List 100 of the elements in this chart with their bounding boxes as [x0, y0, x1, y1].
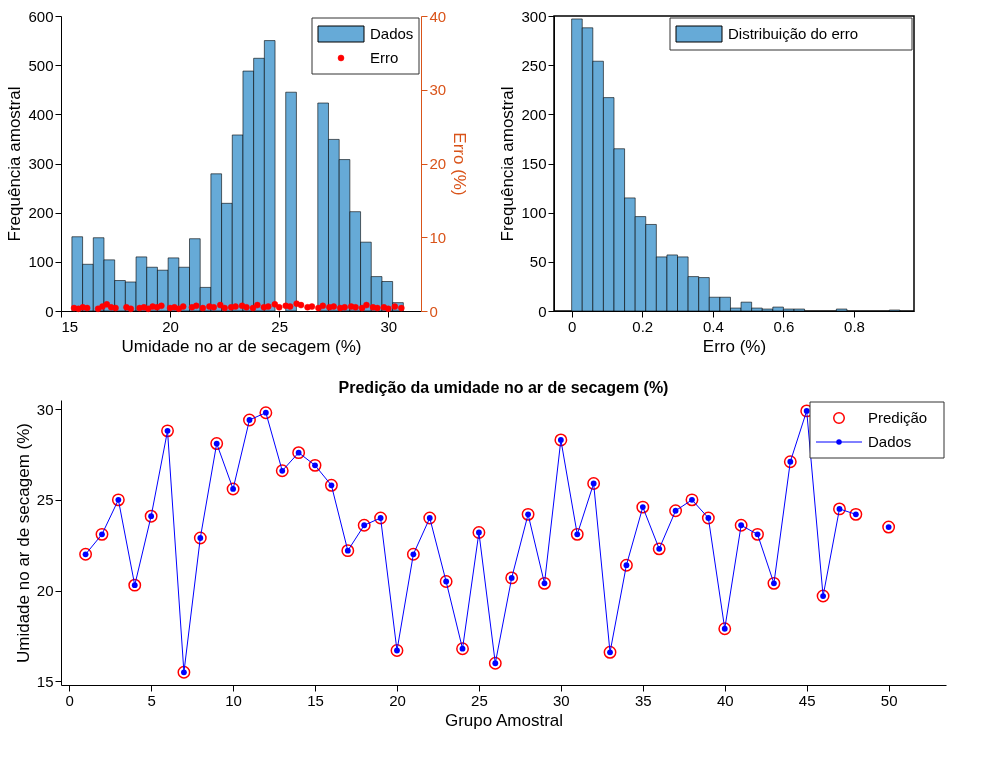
- point: [587, 477, 601, 490]
- x-tick-label: 35: [634, 691, 652, 709]
- point: [882, 520, 896, 534]
- y-axis-title: Frequência amostral: [498, 86, 518, 242]
- y-tick-label: 150: [521, 155, 547, 172]
- x-tick-label: 0.8: [844, 317, 865, 335]
- x-tick-label: 5: [147, 691, 156, 709]
- y-tick-label: 300: [28, 155, 54, 172]
- y2-tick-label: 40: [429, 7, 447, 25]
- x-tick-label: 15: [307, 691, 324, 709]
- x-tick-label: 20: [162, 317, 179, 335]
- point: [144, 509, 158, 523]
- point: [538, 576, 551, 590]
- y2-tick-label: 20: [429, 155, 447, 172]
- point: [308, 458, 322, 472]
- point: [701, 511, 715, 525]
- point: [554, 433, 568, 447]
- x-tick-label: 25: [471, 691, 488, 709]
- point: [505, 571, 519, 585]
- x-tick-label: 0.6: [773, 317, 795, 335]
- point: [456, 642, 469, 656]
- y-tick-label: 100: [521, 204, 547, 222]
- x-axis-title: Umidade no ar de secagem (%): [121, 336, 362, 356]
- legend-label: Erro: [370, 49, 399, 66]
- y-tick-label: 0: [45, 302, 54, 320]
- legend-label: Predição: [868, 409, 928, 426]
- y-tick-label: 200: [28, 204, 54, 222]
- point: [652, 542, 666, 556]
- point: [439, 575, 453, 588]
- x-axis-title: Grupo Amostral: [444, 710, 564, 730]
- legend-label: Dados: [370, 25, 414, 42]
- point: [324, 478, 338, 492]
- x-tick-label: 0: [65, 691, 74, 709]
- y-tick-label: 50: [529, 253, 547, 271]
- y-tick-label: 25: [36, 491, 54, 509]
- y-tick-label: 15: [36, 672, 54, 690]
- point: [751, 527, 764, 541]
- x-tick-label: 45: [798, 691, 816, 709]
- y-tick-label: 400: [28, 105, 54, 123]
- point: [177, 665, 191, 679]
- x-axis-title: Erro (%): [702, 336, 767, 356]
- x-tick-label: 40: [716, 691, 734, 709]
- x-tick-label: 10: [225, 691, 242, 709]
- y-axis-title: Frequência amostral: [5, 86, 25, 242]
- x-tick-label: 30: [553, 691, 570, 709]
- point: [570, 527, 584, 541]
- legend-label: Dados: [868, 433, 912, 450]
- point: [849, 507, 863, 521]
- y2-tick-label: 30: [429, 81, 447, 99]
- point: [488, 656, 502, 670]
- point: [79, 547, 93, 561]
- x-tick-label: 0: [567, 317, 577, 335]
- point: [734, 518, 748, 532]
- x-tick-label: 20: [389, 691, 406, 709]
- y-tick-label: 0: [538, 302, 547, 320]
- point: [111, 493, 125, 507]
- point: [685, 493, 699, 507]
- point: [833, 502, 846, 516]
- y2-axis-title: Erro (%): [450, 132, 470, 196]
- point: [619, 558, 633, 572]
- point: [718, 622, 732, 636]
- point: [226, 482, 240, 496]
- point: [767, 576, 781, 590]
- point: [423, 511, 437, 525]
- point: [669, 504, 683, 518]
- point: [406, 547, 420, 561]
- point: [243, 413, 256, 427]
- y-tick-label: 30: [36, 400, 54, 418]
- y-tick-label: 20: [36, 582, 54, 600]
- point: [636, 500, 650, 514]
- point: [374, 511, 388, 525]
- x-tick-label: 0.4: [702, 317, 724, 335]
- y-tick-label: 300: [521, 7, 547, 25]
- legend-label: Distribuição do erro: [728, 25, 859, 42]
- point: [521, 507, 535, 521]
- y-axis-title: Umidade no ar de secagem (%): [13, 422, 33, 664]
- x-tick-label: 15: [61, 317, 79, 335]
- point: [161, 424, 174, 438]
- point: [783, 455, 797, 469]
- point: [390, 644, 404, 657]
- y2-tick-label: 10: [429, 228, 447, 246]
- y-tick-label: 250: [521, 56, 547, 74]
- y2-tick-label: 0: [429, 302, 438, 320]
- point: [357, 518, 371, 532]
- chart-title: Predição da umidade no ar de secagem (%): [338, 379, 669, 396]
- y-tick-label: 600: [28, 7, 54, 25]
- point: [193, 531, 207, 545]
- x-tick-label: 25: [271, 317, 289, 335]
- point: [275, 464, 289, 478]
- x-tick-label: 50: [880, 691, 898, 709]
- point: [341, 544, 355, 558]
- y-tick-label: 100: [28, 253, 54, 271]
- point: [210, 437, 224, 451]
- point: [816, 589, 830, 603]
- x-tick-label: 30: [380, 317, 398, 335]
- y-tick-label: 500: [28, 56, 54, 74]
- point: [95, 527, 109, 541]
- point: [292, 446, 306, 460]
- point: [259, 406, 273, 420]
- x-tick-label: 0.2: [632, 317, 654, 335]
